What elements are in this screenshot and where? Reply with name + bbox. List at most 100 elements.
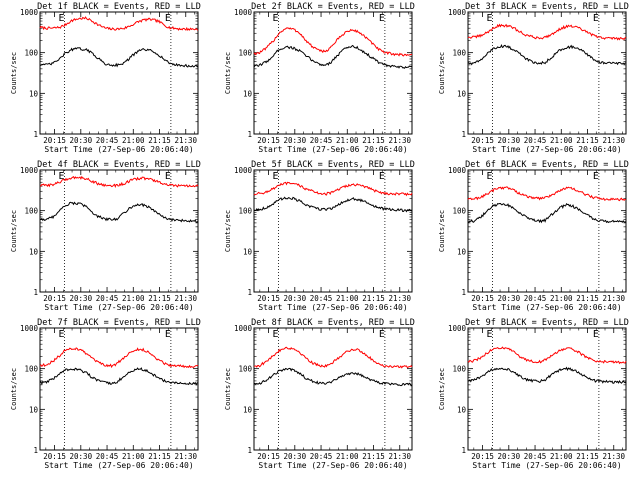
- x-tick-label: 21:00: [122, 294, 145, 303]
- plot-frame: [253, 327, 413, 451]
- x-tick-label: 21:30: [602, 294, 625, 303]
- x-tick-label: 20:15: [257, 294, 280, 303]
- x-tick-label: 21:00: [336, 136, 359, 145]
- y-tick-label: 100: [24, 365, 38, 374]
- y-tick-label: 1000: [20, 166, 39, 175]
- y-tick-label: 1: [33, 288, 38, 297]
- y-tick-label: 1: [247, 130, 252, 139]
- y-tick-label: 1: [461, 130, 466, 139]
- y-tick-label: 100: [24, 207, 38, 216]
- marker-label: E: [379, 13, 385, 24]
- chart-panel: Det 9f BLACK = Events, RED = LLD 1 10 100 10…: [438, 318, 629, 470]
- x-tick-label: 20:30: [70, 294, 93, 303]
- y-axis-label: Counts/sec: [438, 210, 446, 252]
- chart-panel: Det 1f BLACK = Events, RED = LLD 1 10 100 10…: [10, 2, 201, 154]
- x-axis-label: Start Time (27-Sep-06 20:06:40): [44, 145, 193, 154]
- x-tick-label: 21:15: [362, 136, 385, 145]
- plot-frame: [39, 11, 199, 135]
- x-axis-label: Start Time (27-Sep-06 20:06:40): [44, 303, 193, 312]
- y-axis-label: Counts/sec: [10, 52, 18, 94]
- events-series-line: [253, 367, 413, 387]
- x-tick-label: 20:45: [96, 452, 119, 461]
- events-series-line: [467, 203, 627, 224]
- x-tick-label: 21:15: [362, 452, 385, 461]
- x-tick-label: 21:15: [576, 136, 599, 145]
- x-tick-label: 21:30: [388, 452, 411, 461]
- y-tick-label: 100: [24, 49, 38, 58]
- y-tick-label: 1: [33, 130, 38, 139]
- marker-label: E: [273, 329, 279, 340]
- y-tick-label: 100: [238, 49, 252, 58]
- y-tick-label: 10: [29, 405, 39, 414]
- y-tick-label: 1000: [20, 324, 39, 333]
- x-tick-label: 21:00: [336, 452, 359, 461]
- x-tick-label: 20:30: [498, 136, 521, 145]
- y-tick-label: 100: [452, 365, 466, 374]
- y-tick-label: 1000: [234, 324, 253, 333]
- y-tick-label: 1000: [20, 8, 39, 17]
- marker-label: E: [273, 171, 279, 182]
- plot-frame: [253, 169, 413, 293]
- events-series-line: [467, 366, 627, 384]
- x-axis-label: Start Time (27-Sep-06 20:06:40): [258, 461, 407, 470]
- y-tick-label: 100: [238, 207, 252, 216]
- y-tick-label: 1: [461, 446, 466, 455]
- chart-title: Det 7f BLACK = Events, RED = LLD: [37, 318, 201, 328]
- x-tick-label: 21:15: [148, 294, 171, 303]
- lld-series-line: [253, 346, 413, 369]
- x-tick-label: 20:30: [284, 452, 307, 461]
- marker-label: E: [273, 13, 279, 24]
- y-tick-label: 10: [243, 89, 253, 98]
- marker-label: E: [59, 171, 65, 182]
- x-tick-label: 20:45: [310, 452, 333, 461]
- chart-title: Det 8f BLACK = Events, RED = LLD: [251, 318, 415, 328]
- x-tick-label: 20:45: [310, 136, 333, 145]
- x-tick-label: 21:00: [550, 136, 573, 145]
- x-tick-label: 21:30: [388, 136, 411, 145]
- x-tick-label: 20:30: [498, 294, 521, 303]
- chart-panel: Det 7f BLACK = Events, RED = LLD 1 10 100 10…: [10, 318, 201, 470]
- marker-label: E: [165, 329, 171, 340]
- chart-panel: Det 3f BLACK = Events, RED = LLD 1 10 100 10…: [438, 2, 629, 154]
- x-tick-label: 20:15: [257, 136, 280, 145]
- plot-frame: [467, 327, 627, 451]
- marker-label: E: [593, 329, 599, 340]
- marker-label: E: [379, 329, 385, 340]
- marker-label: E: [165, 13, 171, 24]
- x-tick-label: 21:30: [174, 452, 197, 461]
- plot-frame: [253, 11, 413, 135]
- x-tick-label: 20:30: [284, 136, 307, 145]
- x-tick-label: 20:15: [471, 452, 494, 461]
- y-tick-label: 10: [457, 247, 467, 256]
- lld-series-line: [39, 175, 199, 189]
- x-tick-label: 20:30: [498, 452, 521, 461]
- x-tick-label: 20:45: [524, 452, 547, 461]
- chart-title: Det 2f BLACK = Events, RED = LLD: [251, 2, 415, 12]
- y-axis-label: Counts/sec: [224, 210, 232, 252]
- x-tick-label: 20:45: [524, 136, 547, 145]
- x-tick-label: 21:15: [148, 136, 171, 145]
- x-axis-label: Start Time (27-Sep-06 20:06:40): [258, 145, 407, 154]
- x-tick-label: 20:45: [96, 136, 119, 145]
- plot-frame: [467, 169, 627, 293]
- x-tick-label: 20:15: [43, 294, 66, 303]
- x-tick-label: 20:15: [471, 136, 494, 145]
- events-series-line: [39, 47, 199, 68]
- y-axis-label: Counts/sec: [224, 52, 232, 94]
- lld-series-line: [467, 23, 627, 41]
- chart-panel: Det 6f BLACK = Events, RED = LLD 1 10 100 10…: [438, 160, 629, 312]
- plot-frame: [467, 11, 627, 135]
- lld-series-line: [253, 27, 413, 57]
- x-axis-label: Start Time (27-Sep-06 20:06:40): [44, 461, 193, 470]
- marker-label: E: [59, 13, 65, 24]
- chart-title: Det 9f BLACK = Events, RED = LLD: [465, 318, 629, 328]
- marker-label: E: [593, 13, 599, 24]
- y-tick-label: 1: [247, 446, 252, 455]
- y-tick-label: 1000: [448, 324, 467, 333]
- y-tick-label: 1: [247, 288, 252, 297]
- x-tick-label: 21:30: [388, 294, 411, 303]
- marker-label: E: [593, 171, 599, 182]
- y-tick-label: 100: [452, 207, 466, 216]
- x-tick-label: 20:30: [284, 294, 307, 303]
